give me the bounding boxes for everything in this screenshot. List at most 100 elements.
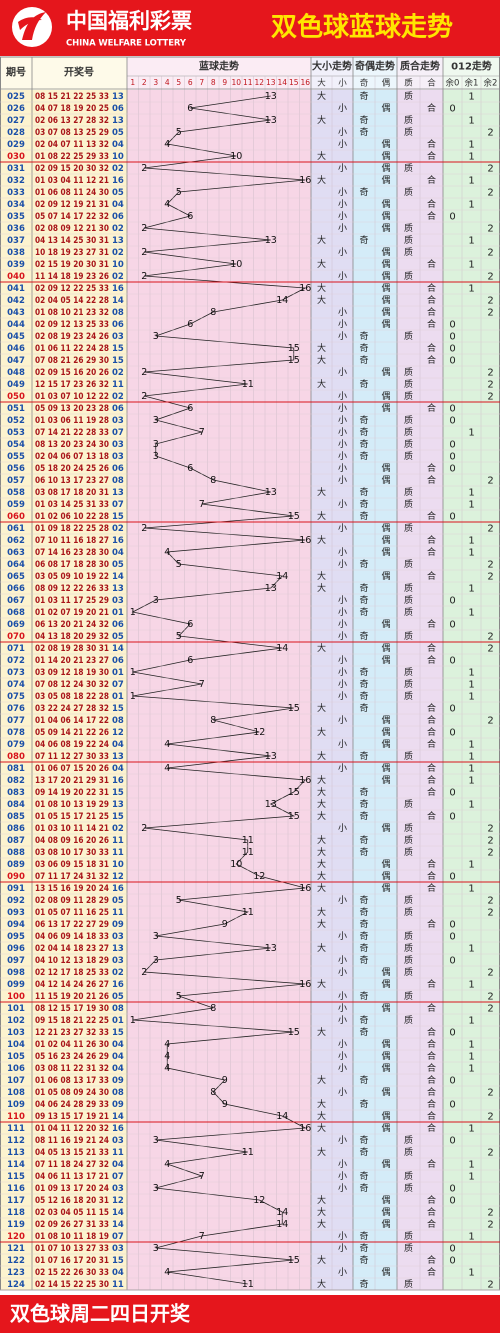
size-mark: 小	[338, 439, 347, 450]
issue: 064	[7, 560, 25, 570]
parity-mark: 偶	[381, 162, 390, 174]
mod-mark: 1	[468, 860, 474, 871]
parity-mark: 偶	[381, 306, 390, 318]
prime-mark: 合	[427, 918, 436, 930]
trend-value: 4	[164, 199, 170, 210]
issue: 037	[7, 236, 25, 246]
mod-mark: 2	[487, 1148, 493, 1159]
blue-ball: 06	[112, 104, 124, 114]
red-balls: 02 08 19 28 30 31	[35, 644, 109, 654]
trend-value: 13	[265, 235, 277, 246]
mod-mark: 1	[468, 1232, 474, 1243]
red-balls: 08 11 16 19 21 24	[35, 1136, 109, 1146]
trend-value: 11	[242, 1279, 254, 1290]
trend-value: 2	[141, 367, 147, 378]
red-balls: 01 03 11 17 25 29	[35, 596, 109, 606]
blue-ball: 06	[112, 404, 124, 414]
sub-header: 13	[266, 78, 276, 87]
red-balls: 05 09 14 21 22 26	[35, 728, 109, 738]
blue-ball: 07	[112, 500, 124, 510]
blue-ball: 05	[112, 188, 124, 198]
blue-ball: 12	[112, 1196, 124, 1206]
trend-value: 11	[242, 379, 254, 390]
trend-value: 3	[153, 451, 159, 462]
size-mark: 小	[338, 475, 347, 486]
size-mark: 大	[317, 1122, 326, 1134]
trend-value: 1	[130, 667, 136, 678]
parity-mark: 偶	[381, 1218, 390, 1230]
blue-ball: 05	[112, 632, 124, 642]
mod-mark: 0	[449, 596, 455, 607]
blue-ball: 03	[112, 452, 124, 462]
size-mark: 大	[317, 918, 326, 930]
prime-mark: 质	[404, 414, 413, 426]
issue: 048	[7, 368, 25, 378]
trend-value: 7	[199, 1171, 205, 1182]
mod-mark: 0	[449, 332, 455, 343]
red-balls: 03 08 10 17 30 33	[35, 848, 109, 858]
prime-mark: 合	[427, 1122, 436, 1134]
prime-mark: 合	[427, 1254, 436, 1266]
trend-value: 8	[210, 1003, 216, 1014]
mod-mark: 1	[468, 284, 474, 295]
size-mark: 大	[317, 570, 326, 582]
blue-ball: 01	[112, 608, 124, 618]
issue: 068	[7, 608, 25, 618]
prime-mark: 合	[427, 210, 436, 222]
parity-mark: 奇	[359, 1242, 368, 1254]
mod-mark: 2	[487, 1280, 493, 1291]
red-balls: 07 14 21 22 28 33	[35, 428, 109, 438]
issue: 109	[7, 1100, 25, 1110]
size-mark: 小	[338, 1063, 347, 1074]
size-mark: 大	[317, 1194, 326, 1206]
mod-mark: 2	[487, 1220, 493, 1231]
prime-mark: 质	[404, 822, 413, 834]
issue: 031	[7, 164, 25, 174]
red-balls: 07 08 12 24 30 32	[35, 680, 109, 690]
issue: 107	[7, 1076, 25, 1086]
prime-mark: 合	[427, 702, 436, 714]
prime-mark: 合	[427, 714, 436, 726]
blue-ball: 14	[112, 296, 124, 306]
trend-value: 13	[265, 943, 277, 954]
size-mark: 小	[338, 367, 347, 378]
blue-ball: 04	[112, 548, 124, 558]
prime-mark: 质	[404, 930, 413, 942]
mod-mark: 2	[487, 164, 493, 175]
size-mark: 小	[338, 991, 347, 1002]
issue: 113	[7, 1148, 25, 1158]
parity-mark: 偶	[381, 258, 390, 270]
size-mark: 小	[338, 103, 347, 114]
sub-header: 余1	[465, 78, 479, 89]
parity-mark: 奇	[359, 846, 368, 858]
issue: 034	[7, 200, 25, 210]
blue-ball: 14	[112, 572, 124, 582]
parity-mark: 偶	[381, 246, 390, 258]
prime-mark: 合	[427, 282, 436, 294]
red-balls: 04 10 12 13 18 29	[35, 956, 109, 966]
blue-ball: 15	[112, 1028, 124, 1038]
prime-mark: 质	[404, 186, 413, 198]
blue-ball: 05	[112, 992, 124, 1002]
prime-mark: 质	[404, 1146, 413, 1158]
parity-mark: 偶	[381, 222, 390, 234]
red-balls: 01 02 07 19 20 21	[35, 608, 109, 618]
trend-value: 16	[299, 283, 311, 294]
blue-ball: 04	[112, 740, 124, 750]
size-mark: 大	[317, 378, 326, 390]
prime-mark: 合	[427, 738, 436, 750]
parity-mark: 偶	[381, 978, 390, 990]
size-mark: 小	[338, 1159, 347, 1170]
prime-mark: 合	[427, 1218, 436, 1230]
mod-mark: 1	[468, 692, 474, 703]
parity-mark: 奇	[359, 594, 368, 606]
prime-mark: 合	[427, 618, 436, 630]
sub-header: 3	[153, 78, 158, 87]
sub-header: 12	[254, 78, 264, 87]
mod-mark: 0	[449, 356, 455, 367]
prime-mark: 质	[404, 522, 413, 534]
parity-mark: 偶	[381, 1086, 390, 1098]
sub-header: 6	[188, 78, 193, 87]
mod-mark: 0	[449, 416, 455, 427]
